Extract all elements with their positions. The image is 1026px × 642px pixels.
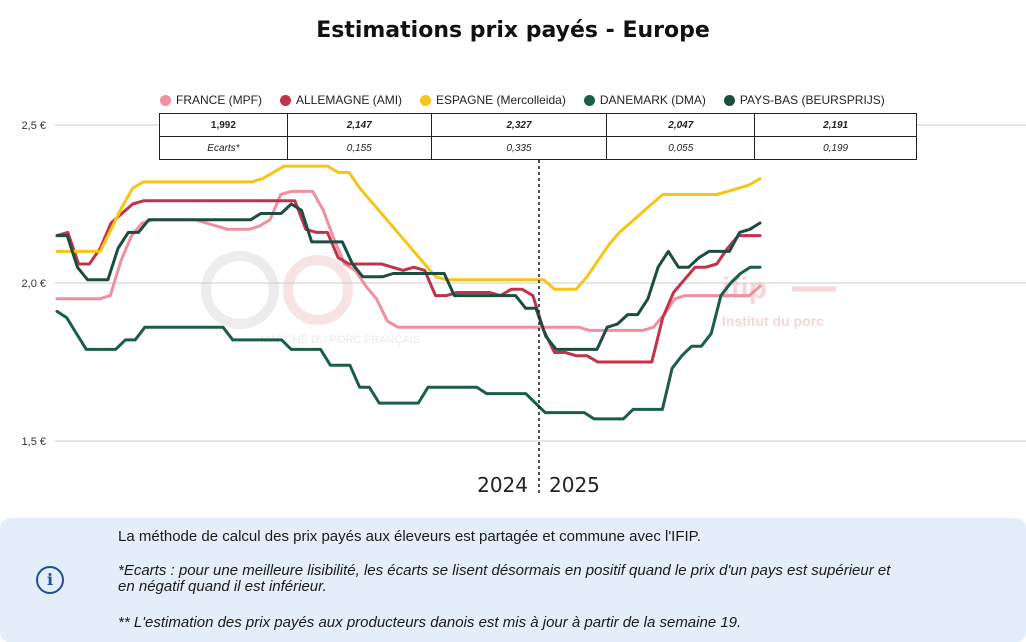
info-line-ecarts: *Ecarts : pour une meilleure lisibilité,… [118, 562, 891, 579]
gap-label: Ecarts* [159, 136, 288, 160]
legend-item-france: FRANCE (MPF) [160, 93, 262, 107]
watermark-ifip-text: Institut du porc [722, 313, 824, 329]
gap-cell-allemagne: 0,155 [286, 136, 432, 160]
line-chart: MARCHÉ DU PORC FRANÇAIS ifip Institut du p… [22, 120, 1026, 497]
legend-dot-espagne [420, 94, 432, 106]
legend-dot-pays-bas [723, 94, 735, 106]
gap-cell-pays-bas: 0,199 [754, 136, 917, 160]
info-line-ecarts-cont: en négatif quand il est inférieur. [118, 578, 327, 595]
year-label-2024: 2024 [477, 473, 528, 497]
legend-label-france: FRANCE (MPF) [176, 93, 262, 107]
gap-cell-danemark: 0,055 [606, 136, 756, 160]
legend-label-allemagne: ALLEMAGNE (AMI) [296, 93, 403, 107]
watermark-left-text: MARCHÉ DU PORC FRANÇAIS [260, 333, 420, 346]
price-cell-danemark: 2,047 [606, 113, 756, 137]
legend-dot-allemagne [280, 94, 291, 106]
legend-item-pays-bas: PAYS-BAS (BEURSPRIJS) [723, 93, 885, 107]
y-tick-label: 2,5 € [22, 120, 46, 132]
legend: FRANCE (MPF) ALLEMAGNE (AMI) ESPAGNE (Me… [160, 93, 920, 107]
legend-dot-danemark [583, 94, 595, 106]
series-pays-bas [55, 202, 762, 351]
legend-label-pays-bas: PAYS-BAS (BEURSPRIJS) [739, 93, 885, 107]
legend-label-espagne: ESPAGNE (Mercolleida) [436, 93, 566, 107]
price-cell-espagne: 2,327 [430, 113, 608, 137]
year-label-2025: 2025 [549, 473, 600, 497]
info-line-method: La méthode de calcul des prix payés aux … [118, 528, 701, 545]
gap-cell-espagne: 0,335 [430, 136, 608, 160]
chart-title: Estimations prix payés - Europe [316, 18, 710, 43]
y-tick-label: 1,5 € [22, 436, 46, 448]
gap-row: Ecarts* 0,155 0,335 0,055 0,199 [159, 136, 917, 160]
info-icon: i [36, 566, 64, 594]
legend-item-danemark: DANEMARK (DMA) [583, 93, 706, 107]
price-cell-allemagne: 2,147 [286, 113, 432, 137]
watermark-ifip: ifip Institut du porc [722, 272, 836, 329]
series-allemagne [55, 199, 762, 364]
price-cell-pays-bas: 2,191 [754, 113, 917, 137]
price-row: 1,992 2,147 2,327 2,047 2,191 [159, 113, 917, 137]
series-espagne [55, 164, 762, 291]
info-line-denmark: ** L'estimation des prix payés aux produ… [118, 614, 742, 631]
legend-label-danemark: DANEMARK (DMA) [599, 93, 706, 107]
price-table: 1,992 2,147 2,327 2,047 2,191 Ecarts* 0,… [159, 113, 917, 160]
legend-item-allemagne: ALLEMAGNE (AMI) [280, 93, 402, 107]
watermark-marche-du-porc: MARCHÉ DU PORC FRANÇAIS [201, 251, 420, 346]
legend-dot-france [160, 94, 171, 106]
legend-item-espagne: ESPAGNE (Mercolleida) [420, 93, 566, 107]
series-france [55, 189, 762, 332]
y-tick-label: 2,0 € [22, 278, 46, 290]
series-danemark [55, 265, 762, 421]
price-cell-france: 1,992 [159, 113, 288, 137]
watermark-ifip-logo: ifip [722, 272, 767, 305]
info-panel [0, 518, 1026, 642]
